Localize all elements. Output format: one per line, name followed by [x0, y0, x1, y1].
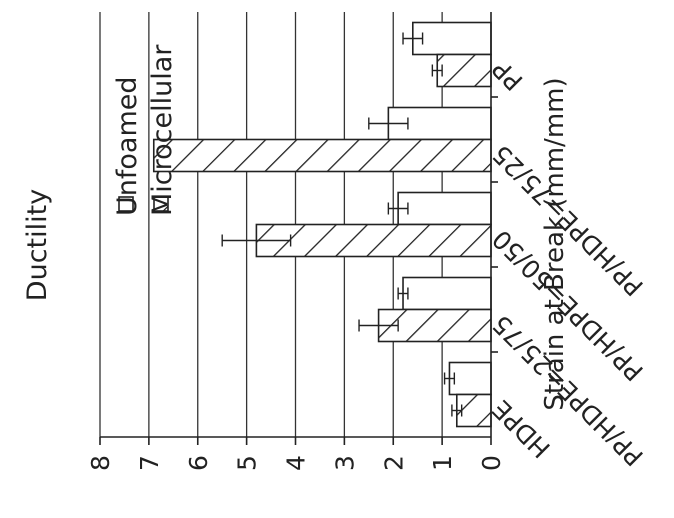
error-bars [221, 32, 463, 417]
legend-label-microcellular: Microcellular [147, 44, 178, 216]
category-label: PP [487, 54, 529, 96]
value-tick-label: 6 [184, 455, 213, 471]
chart-title: Ductility [22, 189, 53, 301]
bars [152, 21, 492, 428]
legend-label-unfoamed: Unfoamed [112, 77, 143, 217]
value-tick-label: 2 [379, 455, 408, 471]
value-tick-label: 0 [477, 455, 506, 471]
bar-unfoamed [397, 191, 492, 226]
value-axis-label: Strain at Break (mm/mm) [540, 77, 570, 410]
legend-swatch-unfoamed [118, 196, 134, 212]
bar-unfoamed [448, 361, 492, 396]
value-tick-label: 5 [233, 455, 262, 471]
value-tick-label: 4 [282, 455, 311, 471]
value-tick-label: 7 [135, 455, 164, 471]
bar-unfoamed [411, 21, 492, 56]
legend: Unfoamed Microcellular [112, 44, 178, 216]
value-tick-label: 3 [330, 455, 359, 471]
legend-swatch-microcellular [153, 196, 169, 212]
value-tick-label: 1 [428, 455, 457, 471]
bar-microcellular [152, 138, 492, 173]
tick-labels: 0 1 2 3 4 5 6 7 8 [86, 437, 506, 471]
bar-unfoamed [402, 276, 492, 311]
value-tick-label: 8 [86, 455, 115, 471]
bar-microcellular [255, 223, 492, 258]
bar-microcellular [436, 53, 492, 88]
